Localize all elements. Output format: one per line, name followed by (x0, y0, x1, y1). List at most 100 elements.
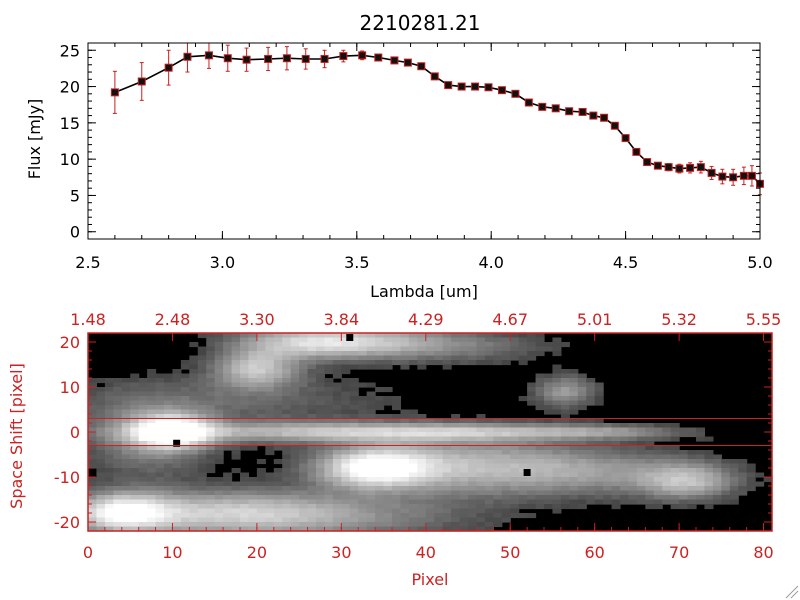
heatmap-cell (560, 423, 570, 429)
heatmap-cell (594, 423, 604, 429)
resize-grip-icon[interactable] (785, 585, 799, 599)
heatmap-cell (501, 477, 511, 483)
heatmap-cell (265, 522, 275, 528)
heatmap-cell (586, 445, 596, 451)
heatmap-cell (535, 472, 545, 478)
heatmap-cell (721, 495, 731, 501)
heatmap-cell (138, 432, 148, 438)
heatmap-cell (307, 459, 317, 465)
heatmap-cell (408, 409, 418, 415)
heatmap-cell (265, 418, 275, 424)
heatmap-cell (366, 486, 376, 492)
heatmap-cell (155, 490, 165, 496)
heatmap-cell (611, 495, 621, 501)
heatmap-cell (544, 342, 554, 348)
heatmap-cell (164, 378, 174, 384)
heatmap-cell (113, 382, 123, 388)
heatmap-cell (679, 472, 689, 478)
heatmap-cell (299, 414, 309, 420)
heatmap-cell (324, 342, 334, 348)
heatmap-cell (501, 450, 511, 456)
heatmap-cell (332, 517, 342, 523)
bad-pixel (173, 439, 181, 447)
heatmap-cell (138, 387, 148, 393)
heatmap-cell (527, 351, 537, 357)
heatmap-cell (223, 436, 233, 442)
heatmap-cell (88, 400, 98, 406)
heatmap-cell (535, 441, 545, 447)
heatmap-cell (113, 459, 123, 465)
heatmap-cell (358, 526, 368, 532)
heatmap-cell (611, 486, 621, 492)
heatmap-cell (434, 463, 444, 469)
heatmap-cell (332, 499, 342, 505)
heatmap-cell (130, 387, 140, 393)
heatmap-cell (180, 526, 190, 532)
heatmap-cell (611, 472, 621, 478)
heatmap-cell (569, 477, 579, 483)
heatmap-cell (189, 499, 199, 505)
heatmap-cell (383, 346, 393, 352)
heatmap-cell (104, 481, 114, 487)
heatmap-cell (88, 522, 98, 528)
heatmap-cell (113, 517, 123, 523)
heatmap-cell (307, 490, 317, 496)
heatmap-cell (172, 517, 182, 523)
heatmap-cell (383, 423, 393, 429)
heatmap-cell (197, 351, 207, 357)
heatmap-cell (392, 414, 402, 420)
heatmap-cell (256, 400, 266, 406)
heatmap-cell (349, 526, 359, 532)
heatmap-cell (358, 517, 368, 523)
heatmap-cell (493, 418, 503, 424)
heatmap-cell (383, 472, 393, 478)
heatmap-cell (662, 468, 672, 474)
heatmap-cell (324, 522, 334, 528)
heatmap-cell (383, 333, 393, 339)
heatmap-cell (358, 360, 368, 366)
heatmap-cell (721, 486, 731, 492)
heatmap-cell (527, 486, 537, 492)
heatmap-cell (265, 414, 275, 420)
heatmap-cell (442, 504, 452, 510)
heatmap-cell (518, 423, 528, 429)
heatmap-cell (569, 468, 579, 474)
heatmap-cell (282, 472, 292, 478)
heatmap-cell (594, 463, 604, 469)
heatmap-cell (299, 387, 309, 393)
heatmap-cell (223, 481, 233, 487)
heatmap-cell (552, 481, 562, 487)
heatmap-cell (147, 441, 157, 447)
heatmap-cell (307, 346, 317, 352)
heatmap-cell (282, 351, 292, 357)
heatmap-cell (155, 418, 165, 424)
heatmap-cell (147, 387, 157, 393)
heatmap-cell (662, 486, 672, 492)
heatmap-cell (468, 459, 478, 465)
heatmap-cell (172, 508, 182, 514)
heatmap-cell (510, 472, 520, 478)
heatmap-cell (282, 400, 292, 406)
heatmap-cell (586, 490, 596, 496)
heatmap-cell (189, 477, 199, 483)
heatmap-cell (442, 355, 452, 361)
heatmap-cell (425, 337, 435, 343)
heatmap-cell (349, 508, 359, 514)
heatmap-cell (248, 423, 258, 429)
y-tick-label: 0 (70, 223, 80, 242)
heatmap-cell (459, 463, 469, 469)
heatmap-cell (493, 486, 503, 492)
heatmap-cell (324, 463, 334, 469)
heatmap-cell (240, 364, 250, 370)
heatmap-cell (358, 486, 368, 492)
heatmap-cell (501, 351, 511, 357)
heatmap-cell (662, 481, 672, 487)
heatmap-cell (459, 517, 469, 523)
heatmap-cell (147, 445, 157, 451)
heatmap-cell (332, 427, 342, 433)
heatmap-cell (527, 432, 537, 438)
heatmap-cell (366, 432, 376, 438)
heatmap-cell (358, 463, 368, 469)
heatmap-cell (510, 513, 520, 519)
heatmap-cell (375, 351, 385, 357)
